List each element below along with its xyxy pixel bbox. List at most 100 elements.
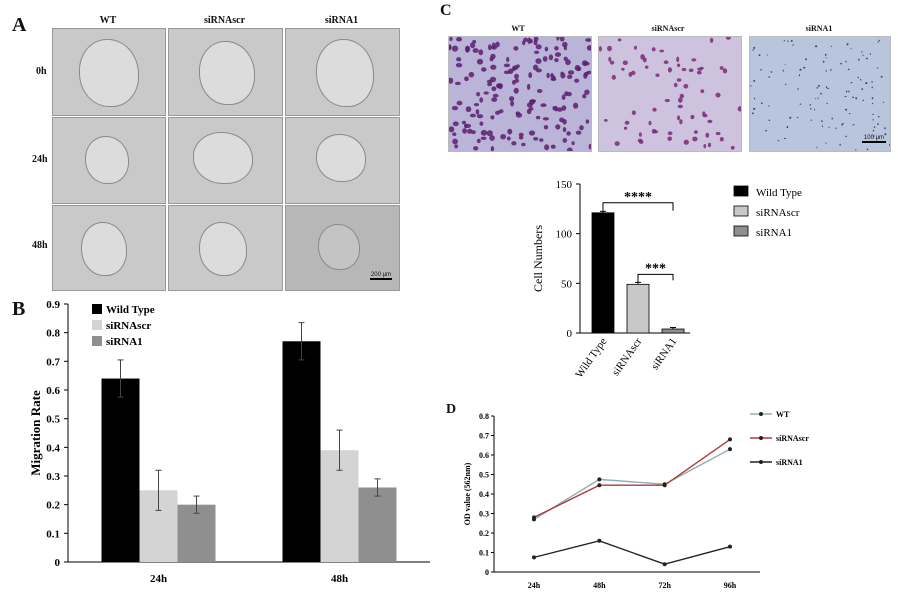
stained-cell [548,54,554,61]
series-line [533,540,731,565]
stained-cell [753,79,756,82]
stained-cell [683,139,689,145]
panel-letter-b: B [12,298,26,320]
y-tick-label: 0 [55,557,61,569]
stained-cell [551,75,556,81]
stained-cell [663,60,669,64]
stained-cell [809,104,811,106]
micrograph-wt-48h [52,205,166,291]
stained-cell [492,93,499,98]
stained-cell [528,107,534,111]
y-tick-label: 100 [556,229,573,241]
stained-cell [862,99,864,102]
stained-cell [449,77,454,84]
stained-cell [817,84,820,87]
stained-cell [750,85,752,87]
stained-cell [521,142,526,147]
stained-cell [562,41,568,48]
stained-cell [449,44,452,51]
grid-a-col-sirna1: siRNA1 [324,15,359,26]
stained-cell [563,45,567,51]
stained-cell [872,135,875,137]
stained-cell [821,120,823,123]
stained-cell [872,102,874,105]
data-point [662,483,667,488]
stained-cell [753,46,756,49]
stained-cell [536,89,543,93]
stained-cell [783,40,786,42]
y-tick-label: 0.3 [46,471,60,483]
grid-a-row-0h: 0h [36,66,47,77]
stained-cell [476,114,484,119]
stained-cell [761,102,763,105]
legend-label: siRNA1 [106,336,143,348]
stained-cell [873,126,876,128]
stained-cell [560,71,564,75]
legend-label: WT [776,410,790,419]
stained-cell [799,68,802,71]
stained-cell [637,138,643,143]
stained-cell [810,119,812,121]
stained-cell [478,49,484,56]
stained-cell [611,74,616,80]
stained-cell [638,132,642,137]
stained-cell [510,100,515,107]
stained-cell [552,106,557,111]
y-axis-title: OD value (562nm) [463,462,472,525]
stained-cell [571,141,575,146]
stained-cell [461,120,467,125]
stained-cell [554,46,559,51]
stained-cell [655,73,660,77]
stained-cell [845,60,847,63]
significance-bracket [602,202,674,211]
stained-cell [535,115,541,120]
y-tick-label: 0.4 [479,490,489,499]
stained-cell [677,115,680,121]
stained-cell [514,78,520,83]
stained-cell [825,70,827,72]
stained-cell [830,45,832,47]
stained-cell [456,57,462,62]
stained-cell [707,119,713,124]
y-tick-label: 0.6 [479,451,489,460]
stained-cell [792,44,794,46]
stained-cell [449,37,453,41]
stained-cell [791,39,793,43]
stained-cell [452,132,457,136]
stained-cell [872,113,874,115]
stained-cell [876,67,879,69]
stained-cell [543,125,549,130]
grid-a-row-48h: 48h [32,240,48,251]
stained-cell [567,70,575,75]
stained-cell [546,72,550,79]
stained-cell [476,58,484,65]
stained-cell [526,102,533,108]
stained-cell [550,144,556,149]
series-line [533,438,731,519]
stained-cell [603,119,608,122]
stained-cell [803,66,806,69]
stained-cell [491,86,497,92]
micrograph-sirnascr-0h [168,28,283,116]
stained-cell [469,113,476,118]
stained-cell [623,126,628,130]
stained-cell [872,129,875,132]
stained-cell [503,70,511,75]
stained-cell [816,146,818,149]
y-tick-label: 50 [561,278,573,290]
stained-cell [483,91,489,95]
stained-cell [506,56,510,63]
stained-cell [696,70,702,75]
grid-c-col-wt: WT [511,24,525,33]
stained-cell [479,121,484,126]
stained-cell [475,109,480,115]
stained-cell [752,112,754,115]
x-tick-label: 72h [658,581,671,590]
stained-cell [464,123,472,128]
x-tick-label: Wild Type [573,336,609,381]
series-line [533,448,731,520]
stained-cell [582,93,587,99]
data-point [597,477,602,482]
bar [101,378,140,562]
grid-c-col-sirnascr: siRNAscr [651,24,685,33]
